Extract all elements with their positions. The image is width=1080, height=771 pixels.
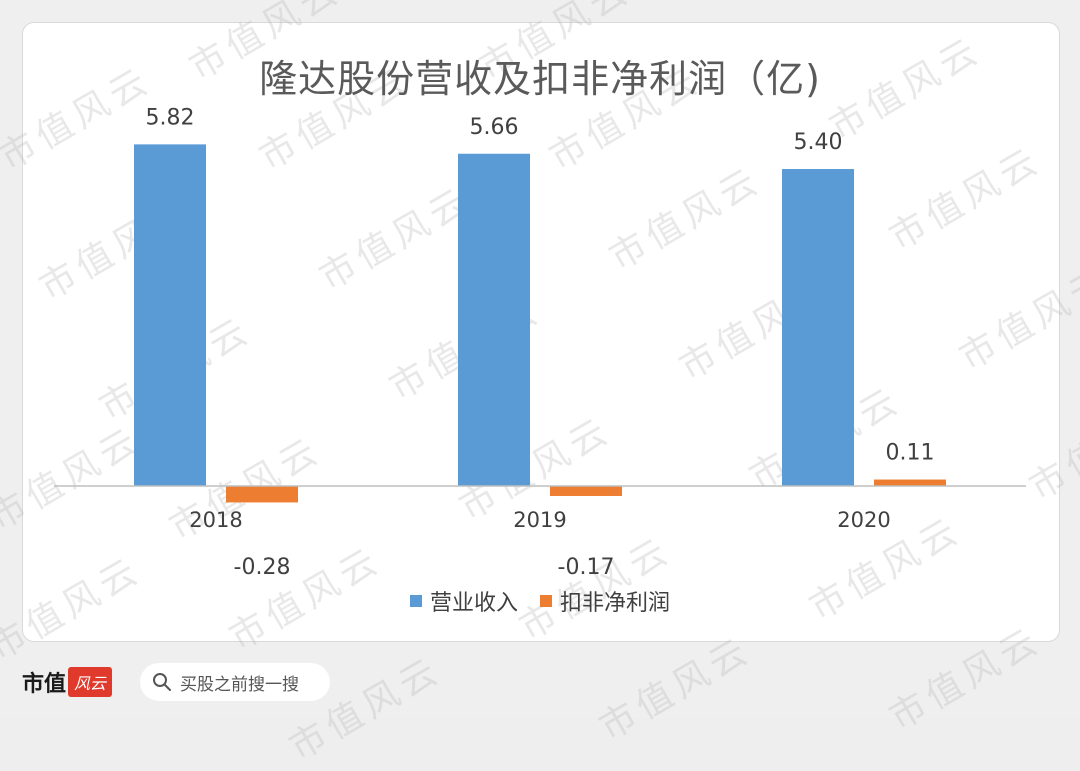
logo-badge: 风云 bbox=[68, 667, 113, 697]
legend-item-net-profit: 扣非净利润 bbox=[540, 585, 670, 617]
data-label-net-profit-2018: -0.28 bbox=[234, 555, 291, 580]
x-tick-label-2020: 2020 bbox=[837, 508, 890, 532]
data-label-net-profit-2019: -0.17 bbox=[558, 555, 615, 580]
search-box[interactable]: 买股之前搜一搜 bbox=[140, 663, 330, 701]
legend-item-revenue: 营业收入 bbox=[409, 585, 518, 617]
x-tick-label-2018: 2018 bbox=[189, 508, 242, 532]
legend-label-net-profit: 扣非净利润 bbox=[560, 591, 671, 616]
search-placeholder: 买股之前搜一搜 bbox=[180, 674, 299, 695]
bar-revenue-2019 bbox=[458, 153, 530, 486]
legend: 营业收入 扣非净利润 bbox=[0, 585, 1080, 617]
bar-net-profit-2020 bbox=[874, 479, 946, 486]
footer-bar: 市值 风云 买股之前搜一搜 bbox=[0, 648, 1080, 718]
bar-chart: 5.82 -0.28 5.66 -0.17 5.40 0.11 2018 2019 2020 bbox=[54, 105, 1026, 580]
bar-revenue-2020 bbox=[782, 169, 854, 486]
data-label-revenue-2019: 5.66 bbox=[470, 115, 519, 140]
legend-swatch-revenue bbox=[409, 595, 422, 607]
bar-revenue-2018 bbox=[134, 144, 206, 486]
data-label-revenue-2020: 5.40 bbox=[794, 130, 843, 155]
data-label-revenue-2018: 5.82 bbox=[146, 105, 195, 130]
x-tick-label-2019: 2019 bbox=[513, 508, 566, 532]
bar-net-profit-2018 bbox=[226, 486, 298, 503]
chart-title: 隆达股份营收及扣非净利润（亿) bbox=[259, 57, 821, 101]
data-label-net-profit-2020: 0.11 bbox=[886, 441, 935, 466]
logo-text: 市值 bbox=[22, 672, 67, 697]
legend-swatch-net-profit bbox=[540, 595, 552, 607]
bar-net-profit-2019 bbox=[550, 486, 622, 496]
legend-label-revenue: 营业收入 bbox=[429, 591, 518, 616]
brand-logo[interactable]: 市值 风云 bbox=[22, 666, 113, 698]
search-icon bbox=[153, 673, 171, 691]
